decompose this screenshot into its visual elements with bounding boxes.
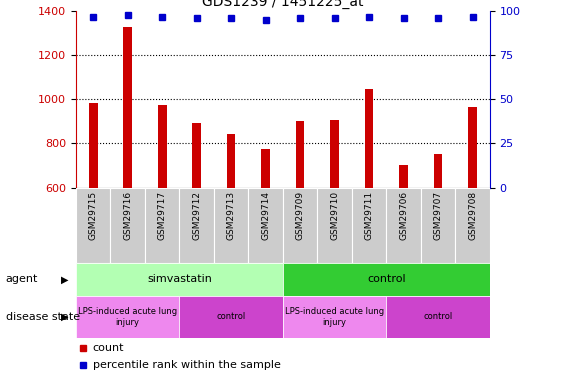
Text: agent: agent	[6, 274, 38, 284]
Bar	[421, 188, 455, 262]
Text: GSM29715: GSM29715	[89, 191, 98, 240]
Text: GSM29707: GSM29707	[434, 191, 443, 240]
Bar	[283, 262, 490, 296]
Bar	[123, 27, 132, 188]
Bar	[283, 296, 386, 338]
Text: control: control	[217, 312, 246, 321]
Bar	[283, 188, 318, 262]
Text: ▶: ▶	[61, 274, 69, 284]
Bar	[214, 188, 248, 262]
Bar	[193, 123, 201, 188]
Bar	[145, 188, 180, 262]
Bar	[399, 165, 408, 188]
Text: LPS-induced acute lung
injury: LPS-induced acute lung injury	[285, 307, 384, 327]
Bar	[434, 154, 443, 188]
Bar	[261, 149, 270, 188]
Text: GSM29714: GSM29714	[261, 191, 270, 240]
Text: GSM29711: GSM29711	[365, 191, 374, 240]
Bar	[386, 296, 490, 338]
Text: GSM29708: GSM29708	[468, 191, 477, 240]
Text: control: control	[423, 312, 453, 321]
Text: LPS-induced acute lung
injury: LPS-induced acute lung injury	[78, 307, 177, 327]
Bar	[227, 134, 235, 188]
Bar	[318, 188, 352, 262]
Text: control: control	[367, 274, 406, 284]
Bar	[76, 262, 283, 296]
Text: ▶: ▶	[61, 312, 69, 322]
Text: GSM29713: GSM29713	[227, 191, 236, 240]
Bar	[386, 188, 421, 262]
Bar	[296, 122, 305, 188]
Text: GSM29717: GSM29717	[158, 191, 167, 240]
Bar	[455, 188, 490, 262]
Text: GSM29706: GSM29706	[399, 191, 408, 240]
Text: GSM29709: GSM29709	[296, 191, 305, 240]
Text: simvastatin: simvastatin	[147, 274, 212, 284]
Bar	[352, 188, 386, 262]
Title: GDS1239 / 1451225_at: GDS1239 / 1451225_at	[202, 0, 364, 9]
Bar	[248, 188, 283, 262]
Bar	[76, 188, 110, 262]
Text: count: count	[92, 343, 124, 353]
Bar	[180, 188, 214, 262]
Text: percentile rank within the sample: percentile rank within the sample	[92, 360, 280, 369]
Bar	[110, 188, 145, 262]
Text: disease state: disease state	[6, 312, 80, 322]
Bar	[365, 90, 373, 188]
Bar	[158, 105, 167, 188]
Bar	[89, 103, 97, 188]
Text: GSM29710: GSM29710	[330, 191, 339, 240]
Bar	[180, 296, 283, 338]
Bar	[468, 107, 477, 188]
Text: GSM29716: GSM29716	[123, 191, 132, 240]
Text: GSM29712: GSM29712	[192, 191, 201, 240]
Bar	[330, 120, 339, 188]
Bar	[76, 296, 180, 338]
